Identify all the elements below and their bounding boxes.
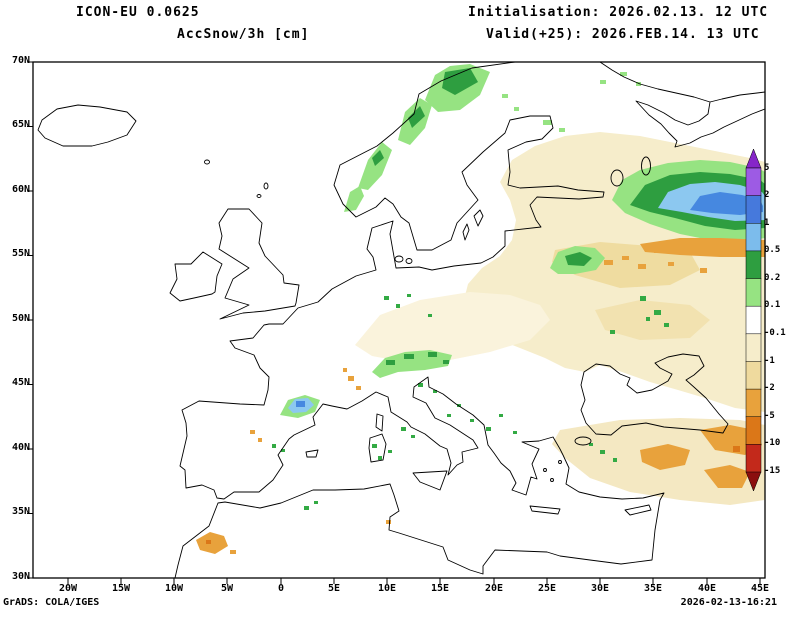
colorbar-segment — [745, 388, 762, 418]
y-axis-label: 50N — [11, 313, 30, 324]
x-axis-label: 40E — [697, 583, 717, 594]
x-axis-label: 15W — [111, 583, 131, 594]
island-orkney — [256, 194, 262, 198]
colorbar-label: -5 — [764, 411, 775, 421]
coastline-iceland — [37, 104, 137, 147]
island-gotland — [473, 209, 484, 227]
coastline-mainland-europe — [174, 61, 665, 579]
y-axis-label: 60N — [11, 184, 30, 195]
shading-baltics — [550, 246, 669, 334]
header-valid-time: Valid(+25): 2026.FEB.14. 13 UTC — [486, 27, 760, 42]
snow-shading — [196, 64, 765, 554]
island-funen — [405, 258, 413, 264]
x-axis-label: 5E — [327, 583, 341, 594]
colorbar-segment — [745, 195, 762, 224]
island-zealand — [394, 255, 404, 263]
colorbar-label: 2 — [764, 190, 770, 200]
shading-turkey-caucasus — [552, 418, 765, 505]
colorbar-segment — [745, 361, 762, 390]
island-mallorca — [305, 449, 319, 458]
shading-iberia-pyrenees — [250, 395, 320, 452]
colorbar-label: 0.5 — [764, 245, 781, 255]
x-axis-label: 45E — [750, 583, 770, 594]
shading-north-africa — [196, 501, 391, 554]
colorbar-label: -0.1 — [764, 328, 786, 338]
island-oland — [462, 223, 470, 241]
colorbar-label: 1 — [764, 218, 770, 228]
x-axis-label: 5W — [220, 583, 234, 594]
island-aegean-1 — [543, 468, 547, 472]
map-frame — [27, 61, 766, 584]
header-variable-title: AccSnow/3h [cm] — [177, 27, 310, 42]
colorbar-arrow-down — [745, 471, 762, 492]
shading-scandinavia — [344, 64, 641, 212]
x-axis-label: 10E — [377, 583, 397, 594]
y-axis-label: 70N — [11, 55, 30, 66]
colorbar-segment — [745, 250, 762, 280]
colorbar-segment — [745, 278, 762, 307]
coastline-black-sea — [580, 353, 729, 436]
colorbar-segment — [745, 223, 762, 252]
colorbar-label: -10 — [764, 438, 781, 448]
shading-northeast-arc — [612, 160, 765, 242]
y-axis-label: 35N — [11, 506, 30, 517]
x-axis-label: 20W — [58, 583, 78, 594]
y-axis-label: 30N — [11, 571, 30, 582]
colorbar-label: -15 — [764, 466, 781, 476]
y-axis-label: 40N — [11, 442, 30, 453]
colorbar-label: 0.1 — [764, 300, 781, 310]
y-axis-label: 55N — [11, 248, 30, 259]
sea-of-marmara — [574, 436, 592, 446]
shading-central-europe-alps — [343, 294, 452, 393]
y-axis-label: 65N — [11, 119, 30, 130]
colorbar-label: -1 — [764, 356, 775, 366]
x-axis-label: 20E — [484, 583, 504, 594]
colorbar-label: 5 — [764, 163, 770, 173]
coastline-kola-white-sea — [599, 61, 766, 148]
island-faroe — [204, 159, 210, 165]
colorbar-label: 0.2 — [764, 273, 781, 283]
y-axis-ticks — [27, 61, 33, 579]
island-crete — [529, 505, 561, 515]
header-model-title: ICON-EU 0.0625 — [76, 5, 200, 20]
lake-ladoga — [610, 169, 624, 187]
x-axis-label: 25E — [537, 583, 557, 594]
island-corsica — [375, 413, 384, 432]
coastline-ireland — [169, 251, 223, 302]
x-axis-label: 30E — [590, 583, 610, 594]
colorbar-label: -2 — [764, 383, 775, 393]
footer-grads-credit: GrADS: COLA/IGES — [3, 597, 100, 608]
coastline-britain — [218, 208, 300, 320]
island-aegean-3 — [558, 460, 562, 464]
island-cyprus — [624, 504, 652, 516]
x-axis-label: 0 — [277, 583, 285, 594]
colorbar-segment — [745, 416, 762, 445]
island-aegean-2 — [550, 478, 554, 482]
x-axis-label: 35E — [643, 583, 663, 594]
colorbar-segment — [745, 333, 762, 363]
colorbar-segment — [745, 167, 762, 197]
lake-onega — [641, 156, 651, 176]
x-axis-label: 15E — [430, 583, 450, 594]
shading-east-europe-tan — [355, 132, 765, 412]
island-sicily — [412, 470, 448, 491]
colorbar — [745, 148, 762, 492]
header-init-time: Initialisation: 2026.02.13. 12 UTC — [468, 5, 769, 20]
x-axis-label: 10W — [164, 583, 184, 594]
y-axis-label: 45N — [11, 377, 30, 388]
island-sardinia — [368, 433, 387, 463]
island-shetland — [263, 182, 269, 190]
colorbar-body — [745, 167, 762, 473]
footer-timestamp: 2026-02-13-16:21 — [680, 597, 777, 608]
colorbar-segment — [745, 444, 762, 473]
coastlines — [37, 61, 766, 579]
x-axis-ticks — [67, 578, 761, 584]
colorbar-segment — [745, 305, 762, 335]
shading-italy-balkans — [372, 404, 517, 460]
